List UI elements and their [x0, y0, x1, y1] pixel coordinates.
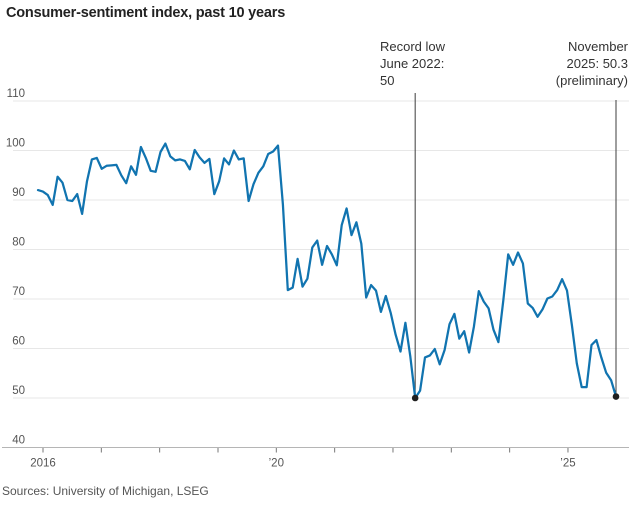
source-credit: Sources: University of Michigan, LSEG [2, 484, 209, 498]
chart-title: Consumer-sentiment index, past 10 years [6, 5, 286, 21]
latest-annotation-line1: November [568, 39, 628, 54]
y-tick-label: 70 [12, 286, 25, 298]
y-tick-label: 50 [12, 385, 25, 397]
record-low-annotation-line1: Record low [380, 39, 446, 54]
record-low-annotation-line3: 50 [380, 73, 395, 88]
sentiment-line [36, 142, 618, 400]
latest-annotation-line3: (preliminary) [555, 73, 628, 88]
y-tick-label: 40 [12, 435, 25, 447]
y-tick-label: 80 [12, 237, 25, 249]
record-low-dot [411, 394, 419, 402]
y-tick-label: 90 [12, 187, 25, 199]
y-tick-label: 60 [12, 336, 25, 348]
y-tick-label: 110 [7, 88, 25, 100]
record-low-annotation-line2: June 2022: [380, 56, 445, 71]
x-tick-label: ’20 [269, 458, 284, 470]
x-tick-label: ’25 [560, 458, 575, 470]
x-tick-label: 2016 [30, 458, 56, 470]
y-tick-label: 100 [6, 138, 25, 150]
record-low-annotation: Record low June 2022: 50 [380, 38, 445, 89]
latest-dot [612, 393, 620, 400]
latest-reading-annotation: November 2025: 50.3 (preliminary) [556, 38, 628, 89]
latest-annotation-line2: 2025: 50.3 [566, 56, 628, 71]
